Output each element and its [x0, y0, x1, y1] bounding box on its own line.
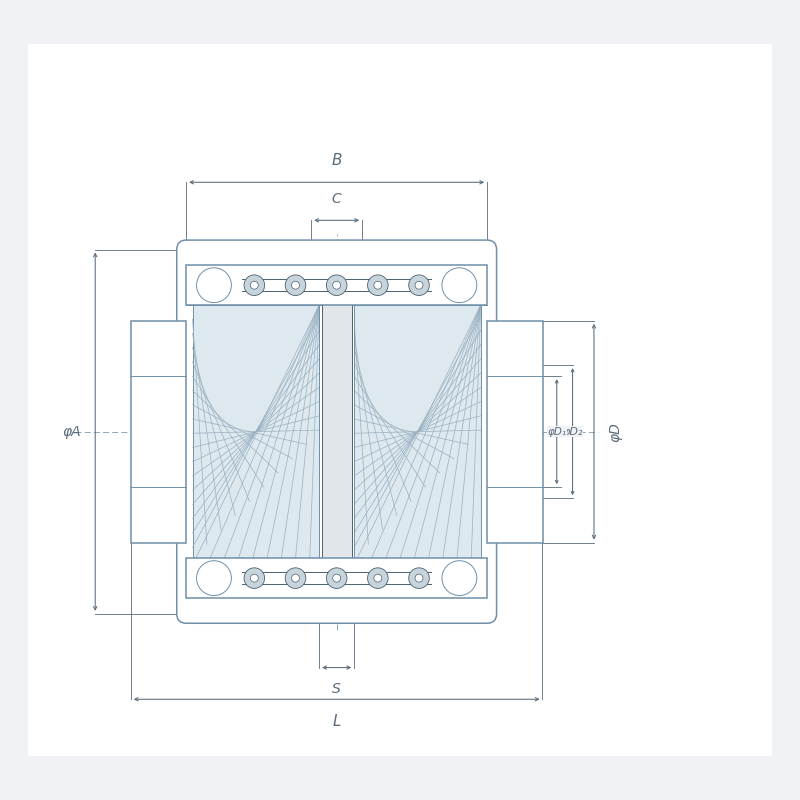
Bar — [322, 289, 352, 574]
Circle shape — [291, 282, 299, 289]
Circle shape — [333, 282, 341, 289]
Bar — [131, 321, 186, 542]
Circle shape — [244, 568, 265, 589]
Bar — [354, 305, 481, 558]
Text: φD: φD — [608, 422, 622, 442]
Circle shape — [291, 574, 299, 582]
Bar — [193, 305, 319, 558]
Text: C: C — [332, 192, 342, 206]
Circle shape — [286, 275, 306, 295]
Circle shape — [197, 561, 231, 595]
Circle shape — [286, 568, 306, 589]
Circle shape — [409, 568, 430, 589]
Text: φA: φA — [62, 425, 81, 438]
Circle shape — [333, 574, 341, 582]
Circle shape — [374, 574, 382, 582]
Circle shape — [415, 574, 423, 582]
Circle shape — [250, 282, 258, 289]
Circle shape — [244, 275, 265, 295]
Bar — [186, 266, 487, 305]
Circle shape — [326, 275, 347, 295]
Circle shape — [367, 568, 388, 589]
Text: φD₂: φD₂ — [562, 426, 583, 437]
Text: B: B — [331, 153, 342, 168]
Circle shape — [250, 574, 258, 582]
Bar — [186, 558, 487, 598]
Circle shape — [326, 568, 347, 589]
Circle shape — [374, 282, 382, 289]
Text: S: S — [332, 682, 341, 696]
Circle shape — [197, 268, 231, 302]
Circle shape — [442, 268, 477, 302]
Text: L: L — [333, 714, 341, 729]
Circle shape — [442, 561, 477, 595]
Circle shape — [409, 275, 430, 295]
FancyBboxPatch shape — [177, 240, 497, 623]
Text: φD₁: φD₁ — [547, 426, 566, 437]
Bar — [487, 321, 542, 542]
Circle shape — [415, 282, 423, 289]
Circle shape — [367, 275, 388, 295]
Bar — [319, 289, 354, 574]
